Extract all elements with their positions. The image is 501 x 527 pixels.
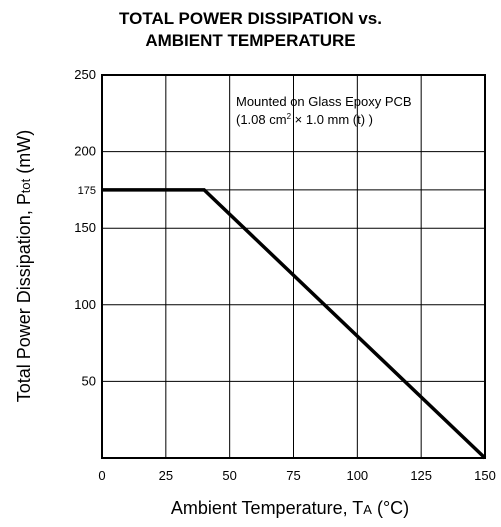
chart-title: TOTAL POWER DISSIPATION vs. AMBIENT TEMP… bbox=[0, 8, 501, 52]
y-tick-label: 250 bbox=[74, 67, 96, 82]
series-lines bbox=[102, 188, 487, 460]
x-tick-label: 25 bbox=[159, 468, 173, 483]
series-line bbox=[102, 188, 487, 460]
x-tick-label: 75 bbox=[286, 468, 300, 483]
annotation-line2: (1.08 cm2 × 1.0 mm (t) ) bbox=[236, 112, 373, 127]
grid-lines bbox=[102, 75, 485, 458]
y-tick-label: 100 bbox=[74, 297, 96, 312]
x-axis-label: Ambient Temperature, TA (°C) bbox=[171, 498, 409, 518]
annotation-line1: Mounted on Glass Epoxy PCB bbox=[236, 94, 412, 109]
chart-title-line2: AMBIENT TEMPERATURE bbox=[145, 31, 356, 50]
chart-title-line1: TOTAL POWER DISSIPATION vs. bbox=[119, 9, 382, 28]
y-tick-label: 150 bbox=[74, 220, 96, 235]
y-tick-label: 175 bbox=[78, 185, 96, 197]
x-tick-label: 50 bbox=[222, 468, 236, 483]
x-tick-labels: 0 25 50 75 100 125 150 bbox=[98, 468, 495, 483]
plot-frame bbox=[101, 74, 486, 459]
x-tick-label: 125 bbox=[410, 468, 432, 483]
x-tick-label: 0 bbox=[98, 468, 105, 483]
x-tick-label: 100 bbox=[346, 468, 368, 483]
x-tick-label: 150 bbox=[474, 468, 496, 483]
y-tick-label: 50 bbox=[82, 373, 96, 388]
y-tick-label: 200 bbox=[74, 144, 96, 159]
y-axis-label: Total Power Dissipation, Ptot (mW) bbox=[14, 130, 34, 403]
y-tick-labels: 50 100 150 175 200 250 bbox=[74, 67, 96, 388]
